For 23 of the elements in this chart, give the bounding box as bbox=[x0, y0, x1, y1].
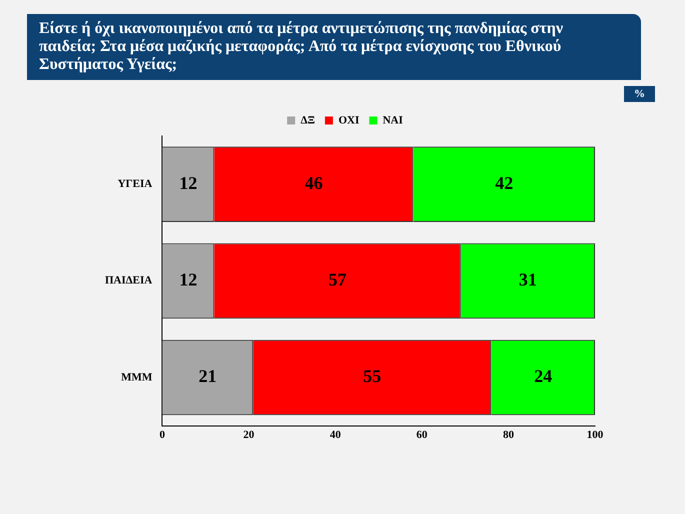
data-label: 12 bbox=[179, 172, 198, 193]
data-label: 46 bbox=[304, 172, 323, 193]
x-tick-label: 60 bbox=[416, 429, 428, 442]
legend-label: ΝΑΙ bbox=[382, 114, 403, 126]
data-label: 57 bbox=[328, 270, 347, 290]
y-tick-label: ΜΜΜ bbox=[121, 371, 153, 384]
x-tick-label: 40 bbox=[330, 429, 342, 442]
data-label: 55 bbox=[363, 366, 382, 386]
text: % bbox=[624, 86, 655, 102]
x-tick-label: 80 bbox=[502, 429, 514, 442]
y-tick-label: ΥΓΕΙΑ bbox=[118, 178, 152, 190]
data-label: 24 bbox=[534, 366, 552, 386]
x-tick-label: 20 bbox=[243, 429, 255, 442]
legend-label: ΟΧΙ bbox=[338, 114, 360, 126]
legend-label: ΔΞ bbox=[300, 114, 315, 126]
data-label: 31 bbox=[518, 270, 537, 290]
chart-title: Είστε ή όχι ικανοποιημένοι από τα μέτρα αντιμετώπισης της πανδημίας στην παιδεία; Στα μέσα μαζικής μεταφοράς; Από τα μέτρα ενίσχυσης του Εθνικού Συστήματος Υγείας; bbox=[27, 14, 641, 80]
data-label: 21 bbox=[198, 366, 217, 386]
x-tick-label: 0 bbox=[159, 429, 166, 442]
y-tick-label: ΠΑΙΔΕΙΑ bbox=[104, 274, 152, 287]
x-tick-label: 100 bbox=[586, 429, 604, 442]
data-label: 42 bbox=[495, 172, 514, 193]
data-label: 12 bbox=[179, 270, 198, 290]
